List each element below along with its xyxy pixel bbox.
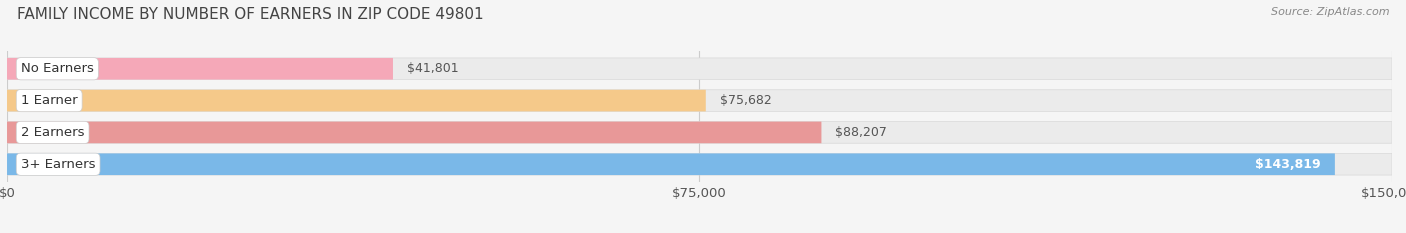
Text: FAMILY INCOME BY NUMBER OF EARNERS IN ZIP CODE 49801: FAMILY INCOME BY NUMBER OF EARNERS IN ZI… xyxy=(17,7,484,22)
FancyBboxPatch shape xyxy=(7,90,1392,111)
FancyBboxPatch shape xyxy=(7,58,1392,80)
FancyBboxPatch shape xyxy=(7,90,706,111)
Text: $75,682: $75,682 xyxy=(720,94,772,107)
Text: 3+ Earners: 3+ Earners xyxy=(21,158,96,171)
FancyBboxPatch shape xyxy=(7,58,392,80)
Text: No Earners: No Earners xyxy=(21,62,94,75)
Text: $88,207: $88,207 xyxy=(835,126,887,139)
FancyBboxPatch shape xyxy=(7,153,1334,175)
Text: $41,801: $41,801 xyxy=(406,62,458,75)
FancyBboxPatch shape xyxy=(7,122,821,143)
Text: 2 Earners: 2 Earners xyxy=(21,126,84,139)
Text: 1 Earner: 1 Earner xyxy=(21,94,77,107)
Text: Source: ZipAtlas.com: Source: ZipAtlas.com xyxy=(1271,7,1389,17)
FancyBboxPatch shape xyxy=(7,122,1392,143)
FancyBboxPatch shape xyxy=(7,153,1392,175)
Text: $143,819: $143,819 xyxy=(1256,158,1322,171)
